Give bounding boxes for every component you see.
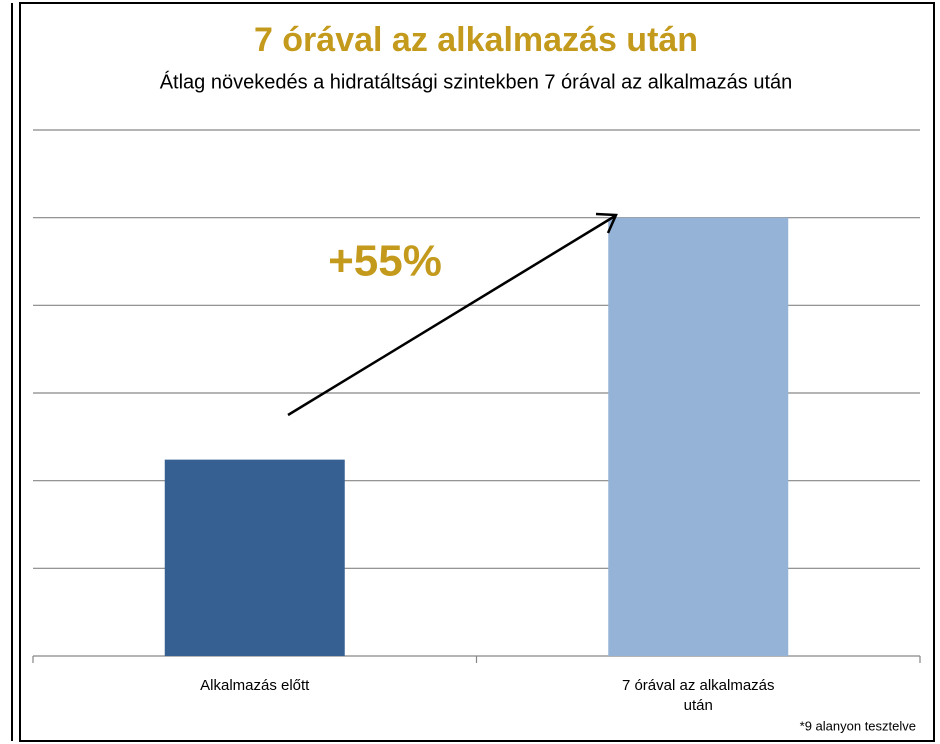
bar — [608, 217, 789, 656]
x-tick-label: Alkalmazás előtt — [200, 677, 310, 694]
bar — [164, 459, 345, 656]
arrow — [287, 214, 616, 417]
annotation: +55% — [328, 237, 442, 286]
chart-subtitle: Átlag növekedés a hidratáltsági szintekb… — [160, 70, 793, 93]
footnote: *9 alanyon tesztelve — [800, 718, 916, 733]
arrow-head — [595, 212, 618, 234]
frame — [19, 2, 935, 742]
x-tick-label: 7 órával az alkalmazás után — [621, 677, 775, 714]
chart-title: 7 órával az alkalmazás után — [254, 21, 698, 59]
